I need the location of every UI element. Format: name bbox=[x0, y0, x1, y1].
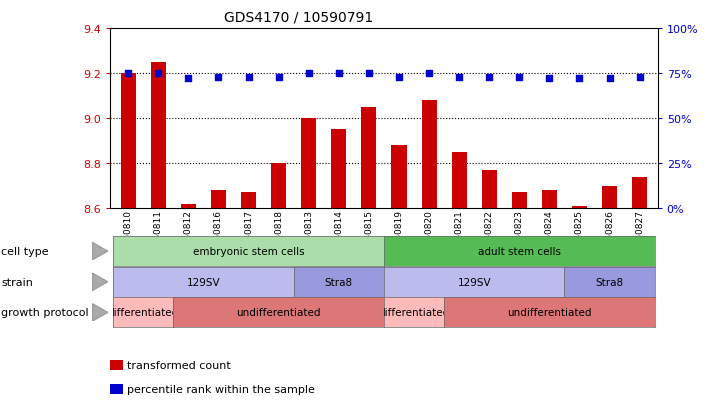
Bar bbox=[602, 186, 617, 209]
Point bbox=[544, 76, 555, 83]
Bar bbox=[422, 101, 437, 209]
Point bbox=[483, 74, 495, 81]
Point bbox=[213, 74, 224, 81]
Polygon shape bbox=[92, 304, 108, 322]
Point bbox=[634, 74, 646, 81]
Bar bbox=[181, 204, 196, 209]
Bar bbox=[121, 74, 136, 209]
Text: GDS4170 / 10590791: GDS4170 / 10590791 bbox=[224, 10, 373, 24]
Bar bbox=[542, 190, 557, 209]
Point bbox=[273, 74, 284, 81]
Point bbox=[243, 74, 255, 81]
Text: cell type: cell type bbox=[1, 247, 49, 256]
Bar bbox=[451, 152, 466, 209]
Text: adult stem cells: adult stem cells bbox=[478, 247, 561, 256]
Point bbox=[183, 76, 194, 83]
Point bbox=[513, 74, 525, 81]
Text: transformed count: transformed count bbox=[127, 360, 230, 370]
Text: undifferentiated: undifferentiated bbox=[236, 308, 321, 318]
Bar bbox=[151, 63, 166, 209]
Point bbox=[122, 71, 134, 77]
Text: undifferentiated: undifferentiated bbox=[507, 308, 592, 318]
Bar bbox=[632, 177, 647, 209]
Text: 129SV: 129SV bbox=[187, 277, 220, 287]
Point bbox=[303, 71, 314, 77]
Point bbox=[393, 74, 405, 81]
Bar bbox=[211, 190, 226, 209]
Bar bbox=[512, 193, 527, 209]
Bar bbox=[361, 107, 376, 209]
Text: percentile rank within the sample: percentile rank within the sample bbox=[127, 384, 314, 394]
Point bbox=[153, 71, 164, 77]
Bar bbox=[301, 119, 316, 209]
Point bbox=[333, 71, 345, 77]
Bar bbox=[241, 193, 256, 209]
Point bbox=[423, 71, 434, 77]
Bar bbox=[392, 146, 407, 209]
Point bbox=[574, 76, 585, 83]
Polygon shape bbox=[92, 273, 108, 291]
Text: differentiated: differentiated bbox=[378, 308, 449, 318]
Text: growth protocol: growth protocol bbox=[1, 308, 89, 318]
Text: strain: strain bbox=[1, 277, 33, 287]
Text: differentiated: differentiated bbox=[107, 308, 179, 318]
Bar bbox=[271, 164, 286, 209]
Bar bbox=[331, 130, 346, 209]
Text: Stra8: Stra8 bbox=[325, 277, 353, 287]
Text: embryonic stem cells: embryonic stem cells bbox=[193, 247, 304, 256]
Point bbox=[363, 71, 375, 77]
Polygon shape bbox=[92, 242, 108, 261]
Point bbox=[454, 74, 465, 81]
Text: 129SV: 129SV bbox=[457, 277, 491, 287]
Bar bbox=[572, 206, 587, 209]
Bar bbox=[481, 171, 497, 209]
Text: Stra8: Stra8 bbox=[596, 277, 624, 287]
Point bbox=[604, 76, 615, 83]
